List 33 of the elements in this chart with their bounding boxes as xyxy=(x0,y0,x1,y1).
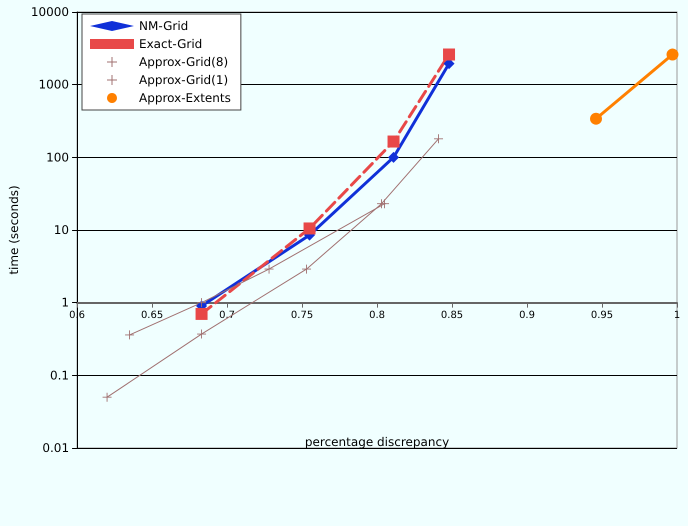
point xyxy=(388,152,400,163)
legend-label: Approx-Grid(1) xyxy=(139,73,228,87)
legend-label: Approx-Grid(8) xyxy=(139,55,228,69)
point xyxy=(304,222,316,234)
point xyxy=(197,298,206,308)
point xyxy=(388,136,400,148)
legend-label: Exact-Grid xyxy=(139,37,202,51)
point xyxy=(196,308,208,320)
y-tick-label: 0.01 xyxy=(42,441,70,455)
point xyxy=(264,264,274,274)
x-tick-label: 0.95 xyxy=(590,310,614,322)
x-tick-label: 1 xyxy=(674,310,680,322)
legend-label: NM-Grid xyxy=(139,19,188,33)
point xyxy=(590,112,602,125)
point xyxy=(443,48,456,61)
x-tick-label: 0.9 xyxy=(519,310,535,322)
y-tick-label: 10 xyxy=(54,223,70,237)
point xyxy=(302,264,312,274)
x-tick-label: 0.65 xyxy=(140,310,164,322)
y-tick-label: 1 xyxy=(61,296,70,310)
y-tick-label: 10000 xyxy=(30,5,70,19)
y-tick-label: 1000 xyxy=(38,78,70,92)
x-axis-title: percentage discrepancy xyxy=(304,435,450,449)
point xyxy=(666,48,678,61)
x-tick-label: 0.8 xyxy=(369,310,385,322)
x-tick-label: 0.85 xyxy=(440,310,464,322)
x-tick-label: 0.75 xyxy=(290,310,314,322)
y-tick-label: 100 xyxy=(46,150,70,164)
point xyxy=(125,330,134,340)
point xyxy=(197,330,206,339)
y-axis-title: time (seconds) xyxy=(7,185,21,275)
legend-label: Approx-Extents xyxy=(139,91,231,105)
y-tick-label: 0.1 xyxy=(50,368,70,382)
